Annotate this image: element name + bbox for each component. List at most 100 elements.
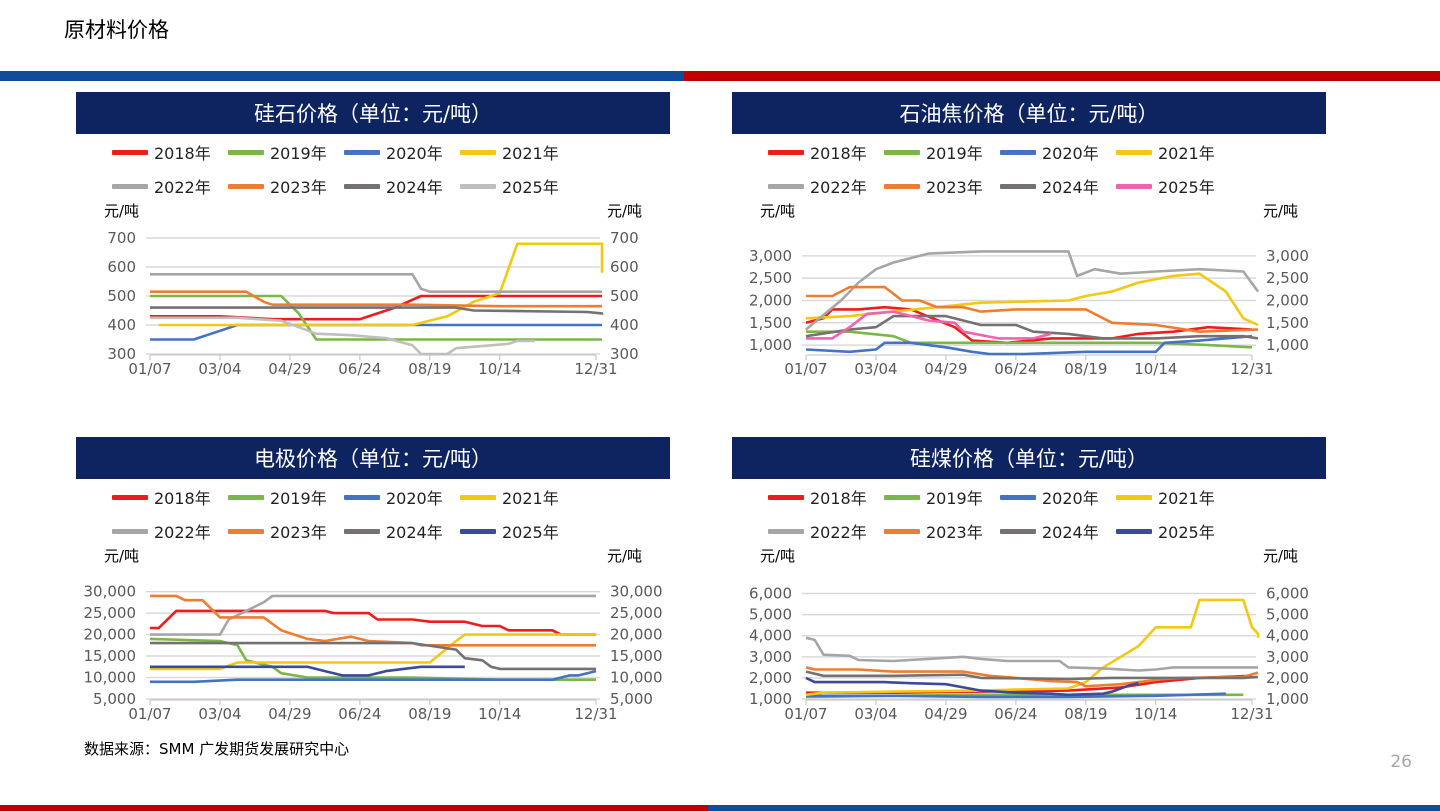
y-tick-label-left: 30,000 bbox=[84, 583, 137, 601]
legend-item: 2018年 bbox=[768, 138, 884, 166]
y-tick-label-left: 500 bbox=[107, 287, 136, 305]
legend-label: 2020年 bbox=[1042, 144, 1099, 163]
x-tick-label: 03/04 bbox=[198, 360, 241, 378]
x-tick-label: 06/24 bbox=[994, 705, 1037, 723]
y-tick-label-right: 3,000 bbox=[1266, 648, 1309, 666]
legend-swatch bbox=[460, 528, 496, 534]
series-line bbox=[805, 676, 1139, 697]
x-tick-label: 12/31 bbox=[574, 705, 617, 723]
header-rule-blue bbox=[0, 71, 684, 81]
x-tick-label: 06/24 bbox=[338, 360, 381, 378]
y-axis-unit-left: 元/吨 bbox=[760, 547, 795, 565]
y-tick-label-left: 400 bbox=[107, 316, 136, 334]
series-line bbox=[806, 310, 1052, 340]
legend-item: 2021年 bbox=[460, 138, 576, 166]
x-tick-label: 06/24 bbox=[994, 360, 1037, 378]
y-tick-label-right: 10,000 bbox=[610, 669, 663, 687]
chart-legend: 2018年 2019年 2020年 2021年 2022年 2023年 2024年 2025年 bbox=[768, 483, 1308, 545]
legend-label: 2019年 bbox=[270, 489, 327, 508]
x-tick-label: 04/29 bbox=[924, 360, 967, 378]
x-tick-label: 04/29 bbox=[924, 705, 967, 723]
y-axis-unit-left: 元/吨 bbox=[104, 547, 139, 565]
legend-label: 2021年 bbox=[1158, 489, 1215, 508]
legend-swatch bbox=[228, 183, 264, 189]
series-line bbox=[150, 665, 465, 677]
series-line bbox=[805, 334, 1253, 356]
y-tick-label-right: 25,000 bbox=[610, 604, 663, 622]
series-line bbox=[805, 598, 1260, 697]
legend-label: 2023年 bbox=[926, 523, 983, 542]
data-source-note: 数据来源：SMM 广发期货发展研究中心 bbox=[84, 740, 350, 758]
series-line bbox=[805, 250, 1260, 331]
series-line bbox=[150, 594, 596, 647]
legend-label: 2025年 bbox=[1158, 178, 1215, 197]
series-line bbox=[150, 641, 596, 671]
x-tick-label: 03/04 bbox=[198, 705, 241, 723]
y-tick-label-left: 2,000 bbox=[749, 291, 792, 309]
chart-title: 硅石价格（单位：元/吨） bbox=[76, 92, 670, 134]
legend-item: 2018年 bbox=[768, 483, 884, 511]
y-tick-label-left: 2,000 bbox=[749, 669, 792, 687]
y-tick-label-right: 6,000 bbox=[1266, 585, 1309, 603]
legend-label: 2023年 bbox=[926, 178, 983, 197]
legend-item: 2021年 bbox=[460, 483, 576, 511]
legend-label: 2022年 bbox=[154, 523, 211, 542]
legend-item: 2021年 bbox=[1116, 483, 1232, 511]
legend-swatch bbox=[228, 149, 264, 155]
y-tick-label-right: 400 bbox=[610, 316, 639, 334]
y-tick-label-left: 3,000 bbox=[749, 247, 792, 265]
series-line bbox=[150, 316, 535, 356]
legend-label: 2025年 bbox=[502, 178, 559, 197]
y-axis-unit-right: 元/吨 bbox=[1263, 202, 1298, 220]
legend-swatch bbox=[228, 494, 264, 500]
chart-plot: 元/吨 元/吨 1,000 1,000 2,000 2,000 3,000 3,000 4,00… bbox=[749, 547, 1309, 723]
x-tick-label: 04/29 bbox=[268, 360, 311, 378]
legend-label: 2019年 bbox=[926, 144, 983, 163]
y-tick-label-right: 1,500 bbox=[1266, 314, 1309, 332]
legend-label: 2022年 bbox=[154, 178, 211, 197]
y-tick-label-left: 1,000 bbox=[749, 336, 792, 354]
series-line bbox=[150, 294, 602, 341]
legend-swatch bbox=[1116, 528, 1152, 534]
legend-swatch bbox=[112, 149, 148, 155]
series-line bbox=[805, 272, 1259, 327]
y-tick-label-right: 15,000 bbox=[610, 647, 663, 665]
y-axis-unit-left: 元/吨 bbox=[104, 202, 139, 220]
legend-swatch bbox=[1000, 528, 1036, 534]
x-tick-label: 08/19 bbox=[1064, 360, 1107, 378]
y-tick-label-right: 700 bbox=[610, 229, 639, 247]
y-tick-label-left: 5,000 bbox=[93, 690, 136, 708]
legend-item: 2019年 bbox=[228, 483, 344, 511]
legend-swatch bbox=[1116, 149, 1152, 155]
legend-item: 2023年 bbox=[228, 172, 344, 200]
legend-item: 2024年 bbox=[1000, 517, 1116, 545]
y-tick-label-left: 5,000 bbox=[749, 606, 792, 624]
series-line bbox=[150, 609, 596, 636]
legend-label: 2018年 bbox=[154, 489, 211, 508]
footer-rule-blue bbox=[708, 805, 1440, 811]
x-tick-label: 10/14 bbox=[1134, 705, 1177, 723]
chart-panel-petroleum-coke: 石油焦价格（单位：元/吨） 2018年 2019年 2020年 2021年 2022年 2… bbox=[732, 92, 1326, 392]
legend-item: 2023年 bbox=[228, 517, 344, 545]
legend-item: 2022年 bbox=[768, 517, 884, 545]
y-tick-label-left: 700 bbox=[107, 229, 136, 247]
legend-item: 2022年 bbox=[112, 172, 228, 200]
page-number: 26 bbox=[1390, 752, 1412, 772]
legend-label: 2025年 bbox=[1158, 523, 1215, 542]
y-tick-label-right: 4,000 bbox=[1266, 627, 1309, 645]
series-line bbox=[806, 692, 1226, 699]
legend-item: 2020年 bbox=[344, 483, 460, 511]
x-tick-label: 06/24 bbox=[338, 705, 381, 723]
y-tick-label-right: 2,000 bbox=[1266, 291, 1309, 309]
legend-swatch bbox=[112, 494, 148, 500]
legend-item: 2023年 bbox=[884, 517, 1000, 545]
legend-swatch bbox=[768, 528, 804, 534]
legend-swatch bbox=[460, 183, 496, 189]
legend-label: 2024年 bbox=[386, 178, 443, 197]
x-tick-label: 12/31 bbox=[574, 360, 617, 378]
x-tick-label: 01/07 bbox=[128, 360, 171, 378]
legend-swatch bbox=[1000, 183, 1036, 189]
legend-swatch bbox=[460, 149, 496, 155]
x-tick-label: 08/19 bbox=[408, 705, 451, 723]
y-tick-label-right: 600 bbox=[610, 258, 639, 276]
